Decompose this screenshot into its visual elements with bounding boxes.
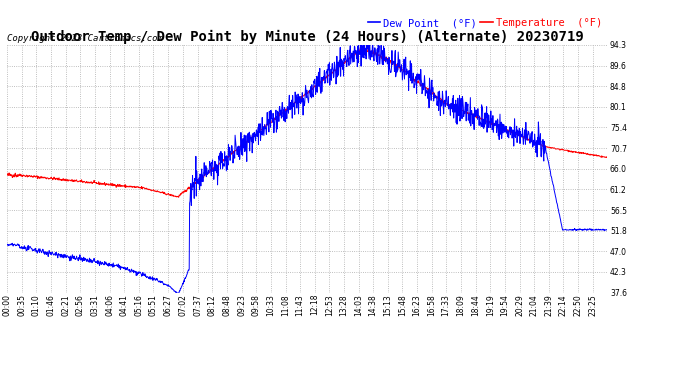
Legend: Dew Point  (°F), Temperature  (°F): Dew Point (°F), Temperature (°F) <box>368 18 602 28</box>
Title: Outdoor Temp / Dew Point by Minute (24 Hours) (Alternate) 20230719: Outdoor Temp / Dew Point by Minute (24 H… <box>30 30 584 44</box>
Text: Copyright 2023 Cartronics.com: Copyright 2023 Cartronics.com <box>7 33 163 42</box>
